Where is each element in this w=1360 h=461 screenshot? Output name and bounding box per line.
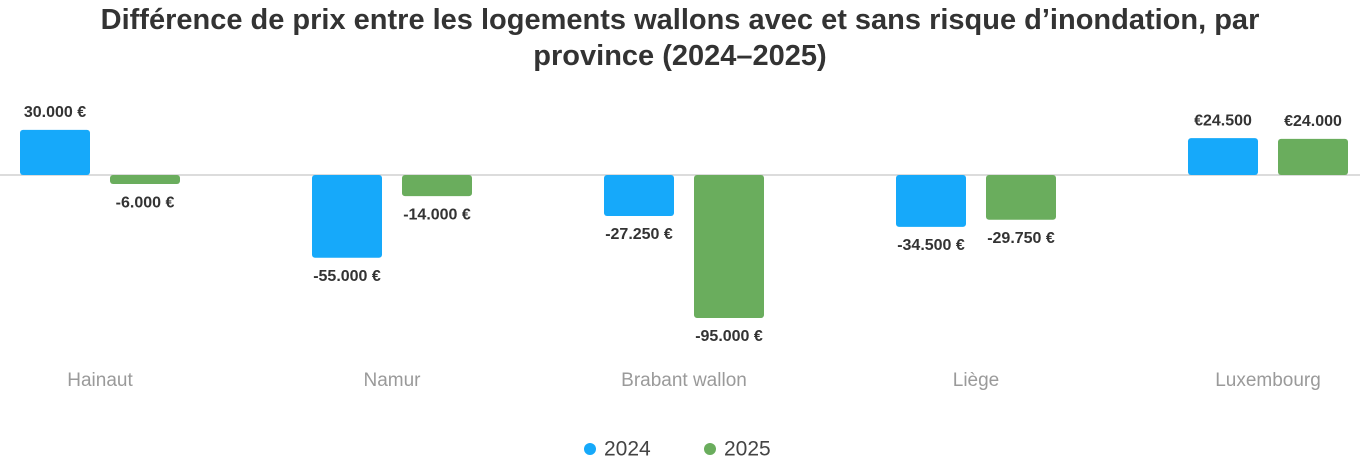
value-label: -34.500 €	[897, 237, 965, 254]
bar	[694, 175, 764, 318]
legend-marker	[704, 443, 716, 455]
x-tick-label: Brabant wallon	[621, 370, 747, 391]
x-tick-label: Hainaut	[67, 370, 133, 391]
bar	[896, 175, 966, 227]
bar	[402, 175, 472, 197]
bar	[986, 175, 1056, 220]
x-tick-label: Luxembourg	[1215, 370, 1321, 391]
legend-marker	[584, 443, 596, 455]
legend-label: 2024	[604, 438, 651, 461]
bar	[20, 129, 90, 175]
bar	[312, 175, 382, 258]
value-label: 30.000 €	[24, 104, 86, 121]
value-label: -14.000 €	[403, 206, 471, 223]
value-label: -95.000 €	[695, 328, 763, 345]
value-label: €24.500	[1194, 112, 1252, 129]
bar	[1188, 138, 1258, 175]
x-tick-label: Namur	[363, 370, 421, 391]
bar	[1278, 138, 1348, 175]
chart-title: Différence de prix entre les logements w…	[100, 4, 1260, 72]
value-label: €24.000	[1284, 113, 1342, 130]
value-label: -55.000 €	[313, 268, 381, 285]
bar	[110, 175, 180, 185]
value-label: -27.250 €	[605, 226, 673, 243]
bar	[604, 175, 674, 217]
value-label: -29.750 €	[987, 230, 1055, 247]
x-tick-label: Liège	[953, 370, 1000, 391]
value-label: -6.000 €	[116, 194, 175, 211]
legend-label: 2025	[724, 438, 771, 461]
